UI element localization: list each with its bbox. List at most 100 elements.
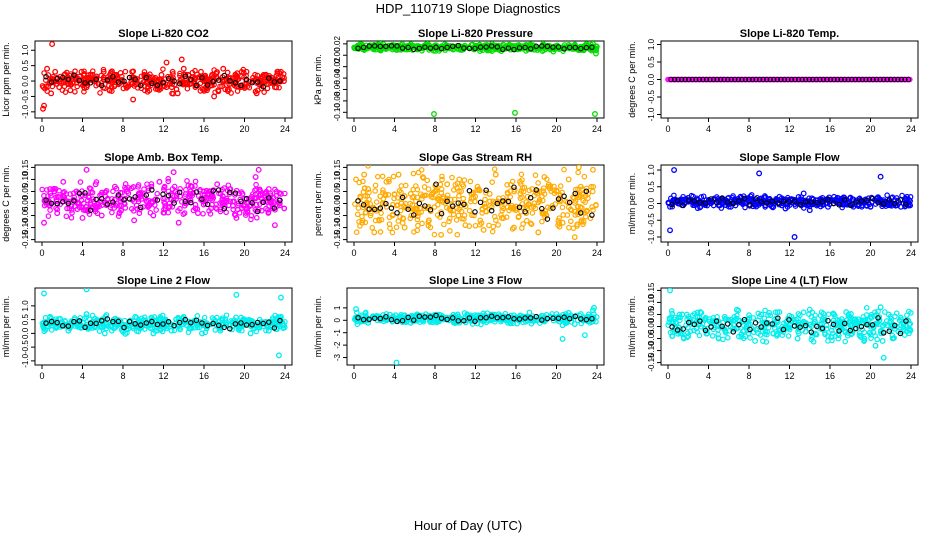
data-point — [907, 320, 914, 327]
data-point — [241, 316, 248, 323]
data-point — [256, 187, 263, 193]
data-point — [842, 329, 849, 336]
data-point-black — [533, 313, 539, 320]
data-point — [168, 84, 175, 91]
data-point-black — [758, 198, 764, 205]
data-point-black — [193, 189, 200, 195]
x-tick-label: 24 — [906, 248, 916, 258]
data-point-black — [65, 323, 72, 329]
x-tick-label: 0 — [39, 124, 44, 134]
data-point-black — [82, 324, 88, 331]
data-point-black — [820, 76, 827, 83]
data-point-black — [841, 320, 848, 327]
x-tick-label: 24 — [280, 371, 290, 381]
data-point — [800, 309, 807, 316]
data-point — [855, 198, 862, 205]
y-axis-label: kPa per min. — [313, 54, 323, 105]
data-point-black — [675, 76, 681, 83]
data-point-black — [93, 196, 99, 203]
data-point — [439, 176, 445, 183]
data-point — [71, 203, 78, 210]
data-point — [400, 215, 406, 221]
data-point-black — [533, 43, 539, 50]
data-point — [44, 65, 51, 72]
data-point — [589, 188, 596, 195]
data-point — [98, 72, 105, 79]
data-point-black — [527, 45, 534, 52]
y-tick-label: -0.05 — [21, 206, 30, 225]
data-point — [50, 186, 56, 193]
data-point — [253, 201, 260, 208]
data-point — [677, 330, 684, 337]
data-point-black — [830, 321, 837, 328]
data-point-black — [215, 322, 222, 329]
data-point — [458, 188, 465, 195]
data-point — [219, 186, 225, 193]
data-point — [859, 326, 866, 333]
data-point-black — [466, 315, 473, 321]
data-point — [564, 199, 571, 206]
data-point — [198, 197, 204, 203]
data-point — [469, 212, 475, 219]
data-point-black — [115, 79, 122, 85]
data-point-black — [76, 77, 83, 84]
data-point — [564, 212, 571, 218]
x-tick-label: 4 — [392, 371, 397, 381]
data-point — [372, 188, 378, 194]
data-point — [556, 215, 563, 221]
data-point — [211, 93, 218, 100]
data-point — [847, 320, 854, 326]
data-point — [74, 200, 81, 207]
data-point-black — [533, 187, 539, 193]
data-point — [523, 217, 530, 224]
data-point-black — [516, 204, 523, 211]
data-point — [438, 186, 445, 193]
data-point — [275, 352, 282, 359]
data-point — [130, 208, 137, 214]
data-point — [182, 186, 189, 193]
y-tick-label: -1.0 — [647, 107, 656, 121]
panel-7: Slope Line 2 Flow ml/min per min. 0 4 8 12 16 2… — [1, 275, 293, 381]
data-point-black — [852, 76, 859, 83]
y-tick-label: -2 — [333, 341, 342, 349]
x-tick-label: 4 — [392, 248, 397, 258]
data-point-black — [93, 320, 99, 327]
data-point-black — [813, 76, 820, 83]
data-point-black — [858, 323, 865, 330]
data-point — [184, 80, 190, 87]
data-point — [398, 189, 404, 196]
data-point — [694, 329, 701, 335]
data-point — [147, 325, 154, 331]
y-tick-label: 0.15 — [647, 282, 656, 298]
data-point-black — [875, 315, 881, 321]
data-point-black — [686, 76, 692, 83]
data-point — [526, 187, 533, 194]
data-point — [207, 211, 214, 217]
data-point-black — [873, 76, 880, 83]
y-tick-label: -0.5 — [21, 340, 30, 354]
data-point — [500, 195, 506, 201]
x-tick-label: 20 — [551, 124, 561, 134]
data-point — [179, 199, 185, 205]
x-tick-label: 16 — [511, 124, 521, 134]
data-point — [148, 181, 155, 187]
data-point-black — [566, 315, 573, 322]
data-point — [888, 316, 895, 322]
data-point-black — [799, 76, 805, 83]
data-point — [477, 217, 484, 224]
data-point — [866, 330, 873, 336]
data-point — [472, 222, 479, 229]
data-point — [536, 198, 543, 205]
data-point — [393, 202, 400, 209]
y-tick-label: -0.15 — [647, 353, 656, 372]
x-tick-label: 4 — [80, 248, 85, 258]
data-point — [520, 188, 527, 195]
y-tick-label: 0.00 — [21, 195, 30, 211]
data-point-black — [54, 200, 60, 207]
data-point-black — [566, 199, 573, 206]
data-point — [219, 199, 225, 205]
data-point-black — [165, 75, 172, 82]
data-point — [192, 205, 199, 212]
data-point-black — [539, 43, 545, 49]
data-point-black — [791, 198, 798, 205]
